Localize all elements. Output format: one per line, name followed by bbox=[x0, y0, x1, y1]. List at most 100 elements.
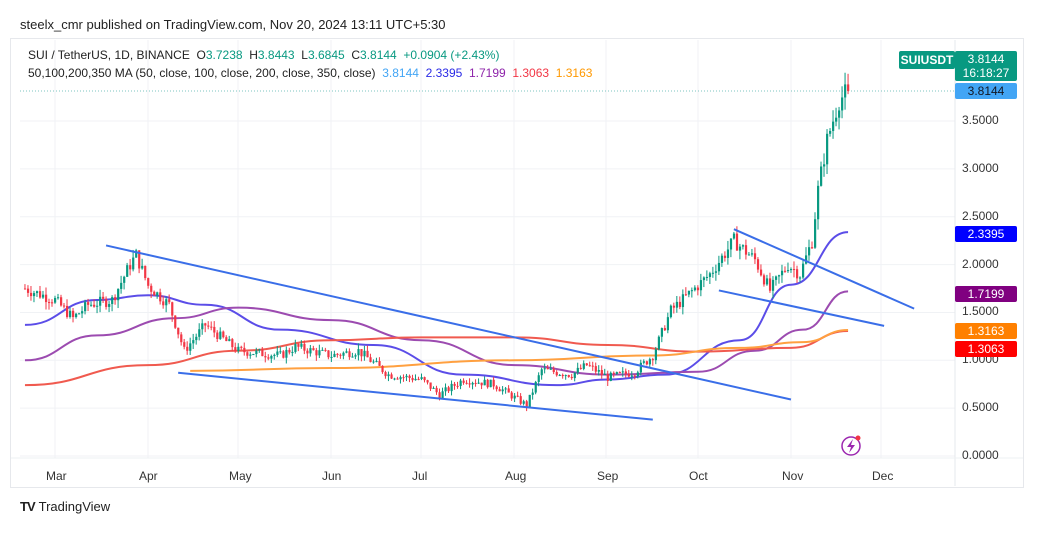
candle-body bbox=[468, 383, 471, 385]
candle-body bbox=[567, 375, 570, 377]
candle-body bbox=[826, 133, 829, 165]
candle-body bbox=[351, 356, 354, 358]
notification-dot bbox=[855, 435, 861, 441]
candle-body bbox=[507, 388, 510, 393]
candle-body bbox=[609, 372, 612, 381]
price-tick: 2.5000 bbox=[962, 208, 999, 223]
candle-body bbox=[381, 365, 384, 373]
candle-body bbox=[817, 185, 820, 220]
candle-body bbox=[90, 304, 93, 306]
candle-body bbox=[306, 350, 309, 354]
candle-body bbox=[735, 233, 739, 251]
candle-body bbox=[495, 386, 498, 390]
symbol-title[interactable]: SUI / TetherUS, 1D, BINANCE bbox=[28, 48, 190, 62]
candle-body bbox=[75, 313, 78, 318]
candle-body bbox=[744, 245, 748, 255]
candle-body bbox=[453, 383, 456, 386]
candle-body bbox=[429, 382, 432, 389]
low-value: 3.6845 bbox=[307, 48, 345, 62]
candle-body bbox=[264, 356, 267, 358]
candle-body bbox=[72, 310, 75, 318]
candle-body bbox=[699, 280, 703, 291]
candle-body bbox=[597, 370, 600, 372]
last-price-label: 3.8144 16:18:27 bbox=[955, 51, 1017, 81]
candle-body bbox=[552, 368, 555, 373]
ma-title[interactable]: 50,100,200,350 MA (50, close, 100, close… bbox=[28, 66, 376, 80]
tradingview-logo-icon: TV bbox=[20, 499, 36, 514]
open-value: 3.7238 bbox=[205, 48, 243, 62]
candle-body bbox=[564, 375, 567, 377]
price-tick: 0.0000 bbox=[962, 448, 999, 462]
candle-body bbox=[387, 374, 390, 377]
candle-body bbox=[408, 375, 411, 378]
candle-body bbox=[513, 395, 516, 399]
candle-body bbox=[795, 269, 799, 279]
candle-body bbox=[60, 297, 63, 306]
candle-body bbox=[423, 377, 426, 381]
candle-body bbox=[26, 288, 30, 293]
candle-body bbox=[558, 374, 561, 376]
candle-body bbox=[660, 328, 664, 337]
candle-body bbox=[477, 382, 480, 384]
candle-body bbox=[135, 250, 138, 258]
ma-price-label: 1.3063 bbox=[955, 341, 1017, 357]
ma-value: 1.7199 bbox=[468, 66, 506, 80]
candle-body bbox=[336, 353, 339, 355]
candle-body bbox=[54, 297, 57, 303]
candle-body bbox=[639, 362, 642, 373]
trendline bbox=[733, 228, 915, 310]
candle-body bbox=[543, 368, 546, 370]
candle-body bbox=[519, 396, 522, 404]
candle-body bbox=[606, 374, 609, 381]
candle-body bbox=[291, 351, 294, 353]
candle-body bbox=[642, 361, 645, 363]
candle-body bbox=[174, 315, 177, 328]
candle-body bbox=[99, 296, 102, 306]
time-tick: Sep bbox=[597, 469, 619, 483]
candle-body bbox=[588, 365, 591, 367]
candle-body bbox=[651, 359, 654, 361]
candle-body bbox=[570, 376, 573, 379]
candle-body bbox=[820, 166, 823, 186]
candle-body bbox=[216, 332, 219, 339]
candle-body bbox=[47, 302, 51, 304]
candle-body bbox=[501, 389, 504, 392]
candle-body bbox=[522, 401, 525, 404]
candle-body bbox=[378, 361, 381, 366]
candle-body bbox=[438, 392, 441, 399]
candle-body bbox=[300, 343, 303, 347]
candle-body bbox=[555, 372, 558, 376]
candle-body bbox=[702, 277, 706, 281]
candle-body bbox=[600, 370, 603, 375]
candle-body bbox=[723, 255, 727, 258]
candle-body bbox=[465, 382, 468, 384]
candle-body bbox=[384, 372, 387, 377]
trendline bbox=[718, 289, 885, 327]
candle-body bbox=[69, 310, 72, 317]
candle-body bbox=[141, 265, 144, 269]
candle-body bbox=[126, 265, 129, 277]
candle-body bbox=[645, 361, 648, 365]
candle-body bbox=[594, 366, 597, 372]
price-tick: 2.0000 bbox=[962, 256, 999, 271]
candle-body bbox=[633, 375, 636, 377]
candle-body bbox=[537, 375, 540, 382]
candle-body bbox=[240, 346, 243, 348]
time-tick: Dec bbox=[872, 469, 894, 483]
candle-body bbox=[666, 317, 670, 331]
brand-name: TradingView bbox=[38, 499, 111, 514]
candle-body bbox=[435, 387, 438, 393]
price-tick: 3.5000 bbox=[962, 113, 999, 128]
candle-body bbox=[303, 343, 306, 351]
candle-body bbox=[330, 356, 333, 358]
candle-body bbox=[582, 363, 585, 369]
candle-body bbox=[618, 372, 621, 374]
candle-body bbox=[363, 350, 366, 357]
candle-body bbox=[360, 349, 363, 357]
tradingview-logo[interactable]: TV TradingView bbox=[20, 499, 110, 514]
candle-body bbox=[366, 350, 369, 358]
candle-body bbox=[486, 379, 489, 388]
candle-body bbox=[372, 361, 375, 363]
candle-body bbox=[717, 262, 721, 272]
